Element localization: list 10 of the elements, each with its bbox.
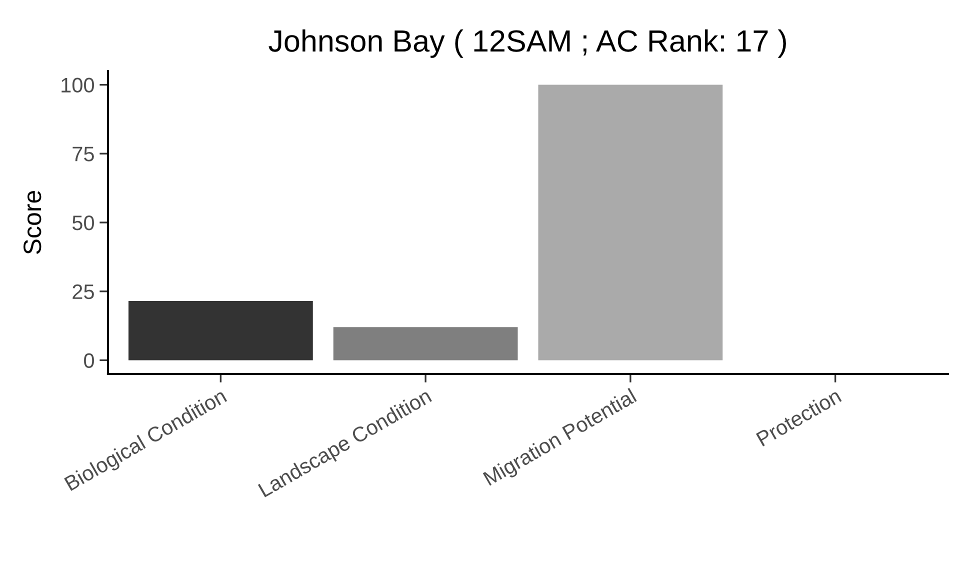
- y-tick-label: 0: [84, 353, 94, 368]
- y-tick-label: 50: [72, 216, 94, 230]
- chart-title: Johnson Bay ( 12SAM ; AC Rank: 17 ): [268, 29, 786, 58]
- bar: [333, 327, 518, 360]
- bar: [128, 301, 313, 360]
- y-tick-label: 25: [72, 284, 94, 300]
- bar: [538, 84, 723, 360]
- y-axis-title: Score: [24, 190, 42, 254]
- y-tick-label: 75: [72, 146, 94, 162]
- y-tick-label: 100: [62, 78, 94, 93]
